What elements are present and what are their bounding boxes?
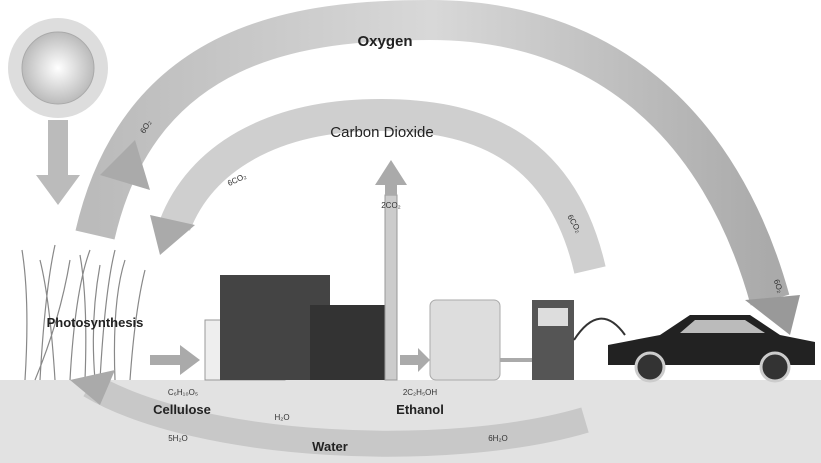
water-label: Water bbox=[312, 439, 348, 454]
pump-display bbox=[538, 308, 568, 326]
tank bbox=[430, 300, 500, 380]
factory-wing bbox=[310, 305, 385, 380]
diagram: Oxygen Carbon Dioxide Photosynthesis Cel… bbox=[0, 0, 821, 463]
car-wheel-rear bbox=[761, 353, 789, 381]
formula: 6H₂O bbox=[488, 434, 508, 443]
sun-core bbox=[22, 32, 94, 104]
photosynthesis-label: Photosynthesis bbox=[47, 315, 144, 330]
formula: H₂O bbox=[274, 413, 289, 422]
formula: 5H₂O bbox=[168, 434, 188, 443]
car-wheel-front bbox=[636, 353, 664, 381]
co2-label: Carbon Dioxide bbox=[330, 124, 433, 141]
sun bbox=[8, 18, 108, 118]
ethanol-label: Ethanol bbox=[396, 402, 444, 417]
formula: C₆H₁₀O₅ bbox=[168, 388, 198, 397]
oxygen-label: Oxygen bbox=[357, 33, 412, 50]
page: Oxygen Carbon Dioxide Photosynthesis Cel… bbox=[0, 0, 821, 463]
smokestack bbox=[385, 195, 397, 380]
formula: 2C₂H₅OH bbox=[403, 388, 438, 397]
formula: 2CO₂ bbox=[381, 201, 401, 210]
cellulose-label: Cellulose bbox=[153, 402, 211, 417]
